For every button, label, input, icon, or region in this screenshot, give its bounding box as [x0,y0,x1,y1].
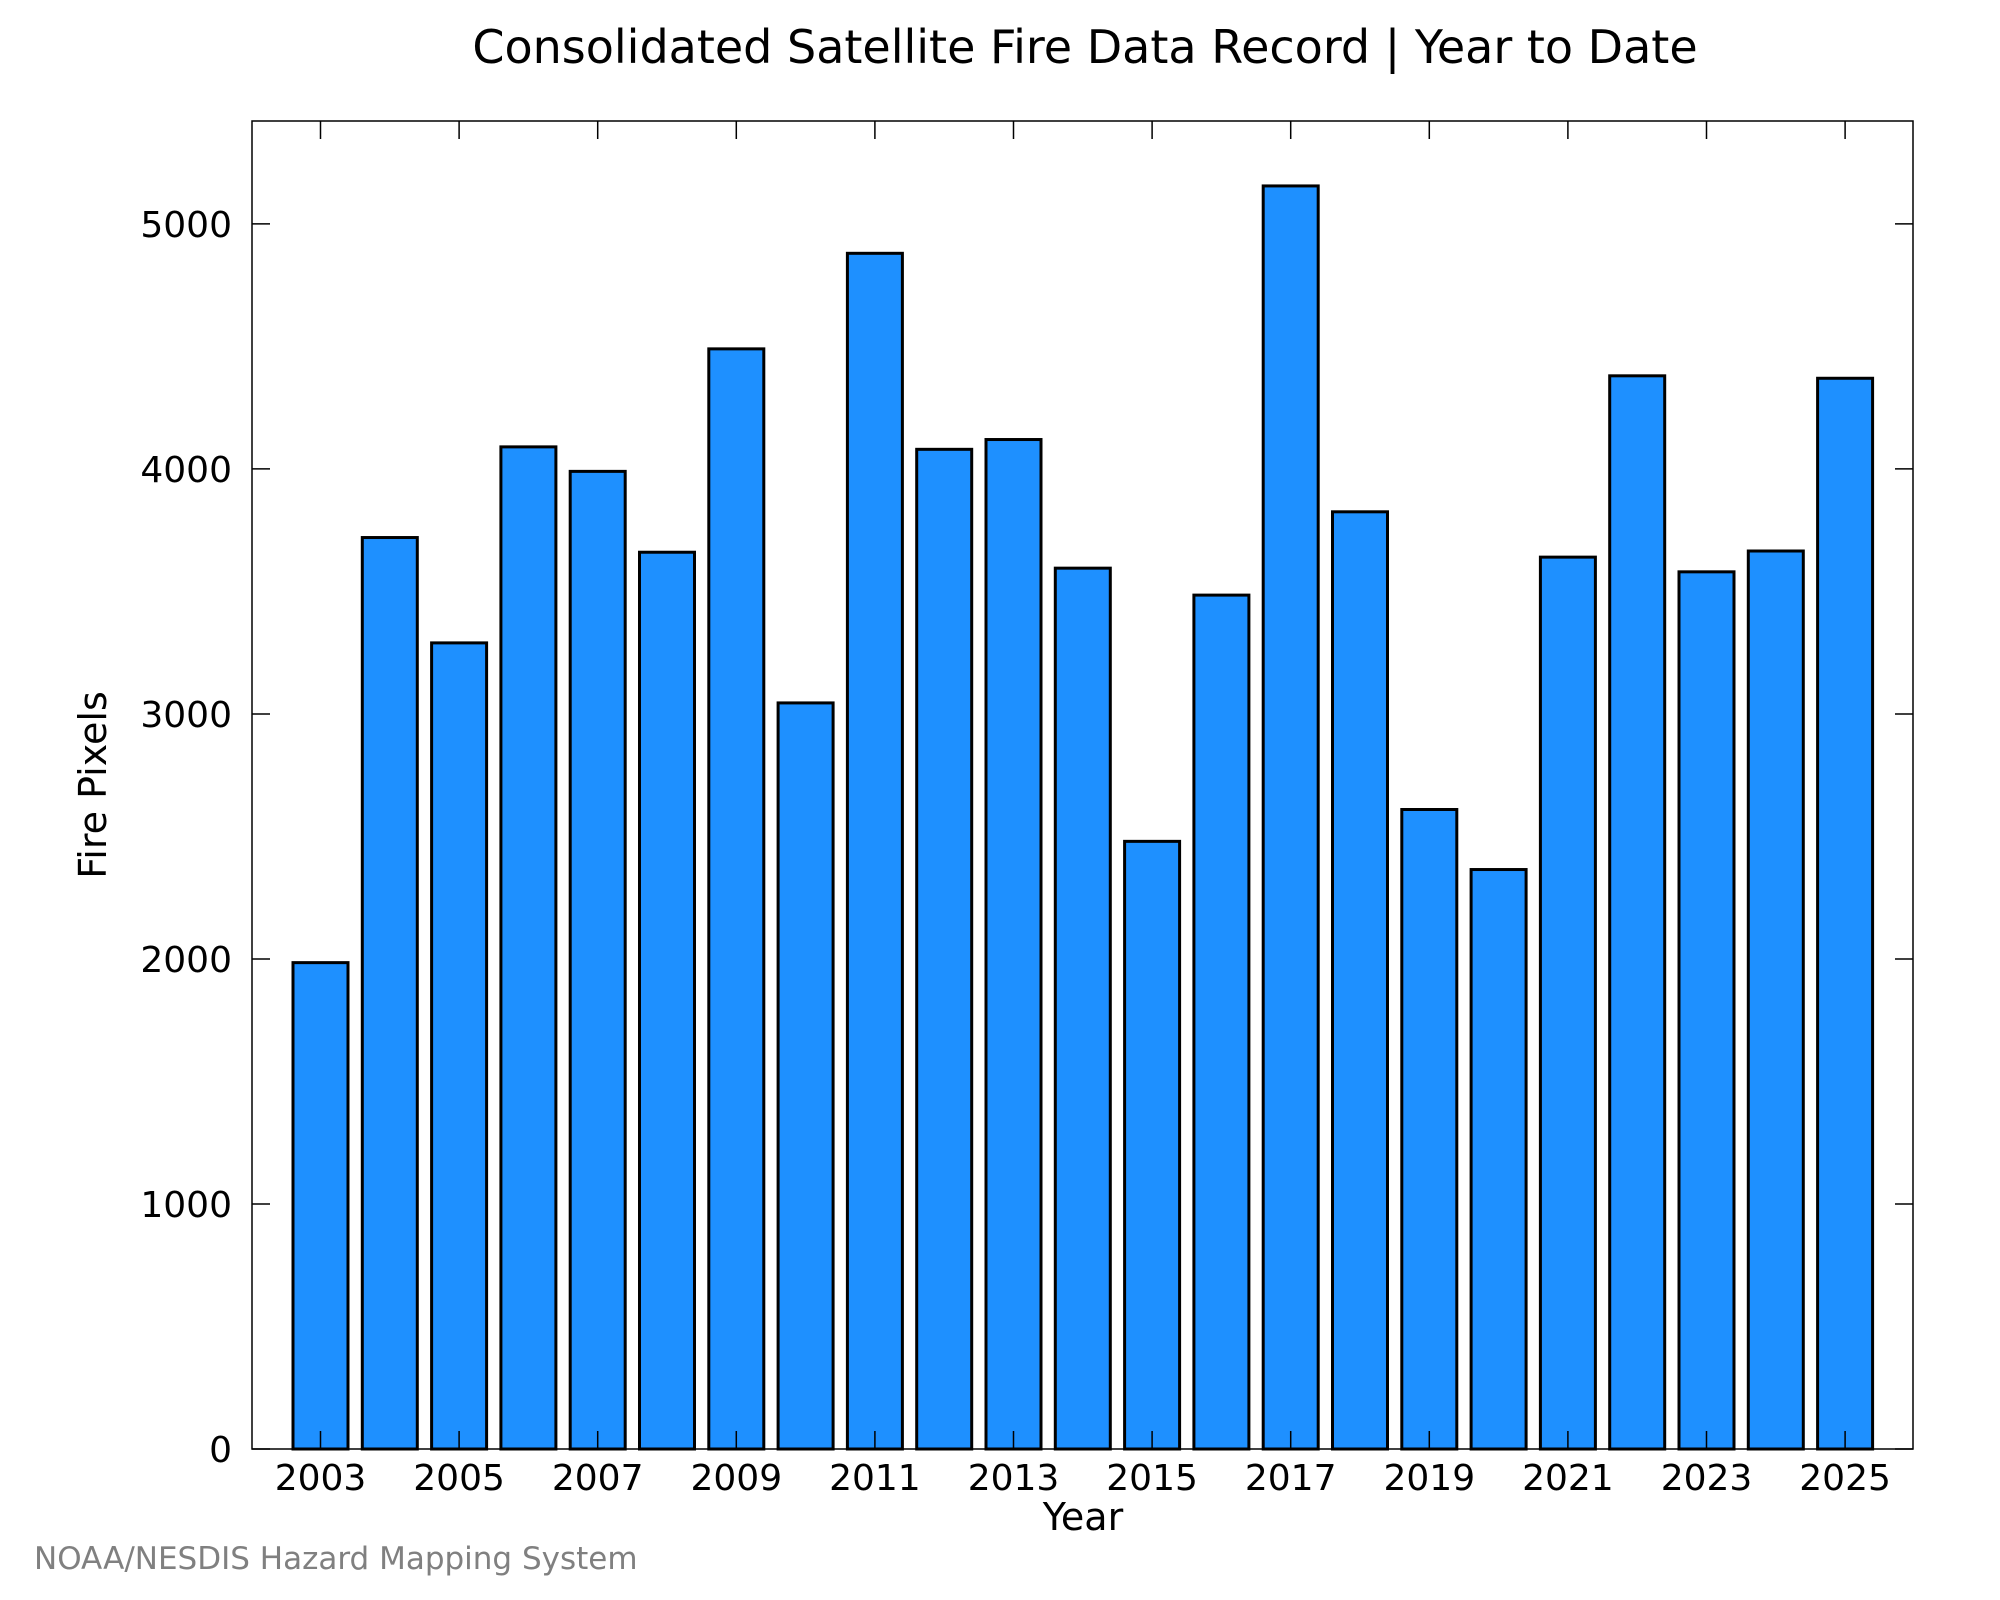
bar-2020 [1469,868,1528,1451]
bar-2021 [1538,555,1597,1451]
y-tick-label: 0 [209,1430,232,1471]
bar-2005 [430,641,489,1451]
plot-area-frame [251,120,1914,1450]
bar-2008 [638,550,696,1451]
bar-2009 [707,347,766,1451]
bar-2012 [915,447,974,1451]
x-tick-label: 2003 [275,1458,367,1499]
bar-2017 [1261,184,1320,1451]
x-tick-label: 2009 [690,1458,782,1499]
x-tick-label: 2019 [1383,1458,1475,1499]
bar-2024 [1746,549,1805,1451]
y-tick-label: 5000 [140,205,232,246]
bar-2019 [1400,808,1459,1451]
x-tick-label: 2025 [1799,1458,1891,1499]
y-axis: 0 1000 2000 3000 4000 5000 [140,205,1913,1471]
bar-series [291,184,1875,1451]
bar-2011 [845,251,904,1451]
x-tick-label: 2015 [1106,1458,1198,1499]
chart-title: Consolidated Satellite Fire Data Record … [472,20,1697,75]
x-tick-label: 2023 [1661,1458,1753,1499]
bar-2022 [1608,374,1667,1451]
y-axis-label: Fire Pixels [71,691,115,879]
x-tick-label: 2021 [1522,1458,1614,1499]
x-tick-label: 2013 [968,1458,1060,1499]
x-tick-label: 2007 [552,1458,644,1499]
x-tick-label: 2005 [413,1458,505,1499]
bar-2016 [1192,593,1251,1451]
y-tick-label: 2000 [140,940,232,981]
source-credit: NOAA/NESDIS Hazard Mapping System [34,1541,638,1577]
bar-2023 [1677,570,1736,1451]
y-tick-label: 1000 [140,1185,232,1226]
x-tick-label: 2011 [829,1458,921,1499]
y-tick-label: 4000 [140,450,232,491]
x-axis-label: Year [1042,1495,1124,1539]
bar-2015 [1123,839,1182,1451]
bar-2018 [1331,510,1389,1451]
bar-2025 [1816,376,1875,1451]
bar-2013 [984,438,1043,1451]
bar-2010 [776,701,835,1451]
bar-2007 [568,469,627,1451]
x-tick-label: 2017 [1245,1458,1337,1499]
bar-2014 [1053,566,1112,1451]
bar-2003 [291,961,350,1451]
bar-2006 [499,445,558,1451]
y-tick-label: 3000 [140,695,232,736]
x-axis: 2003 2005 2007 2009 2011 2013 2015 2017 2019 2021… [275,121,1891,1499]
bar-2004 [360,536,419,1451]
